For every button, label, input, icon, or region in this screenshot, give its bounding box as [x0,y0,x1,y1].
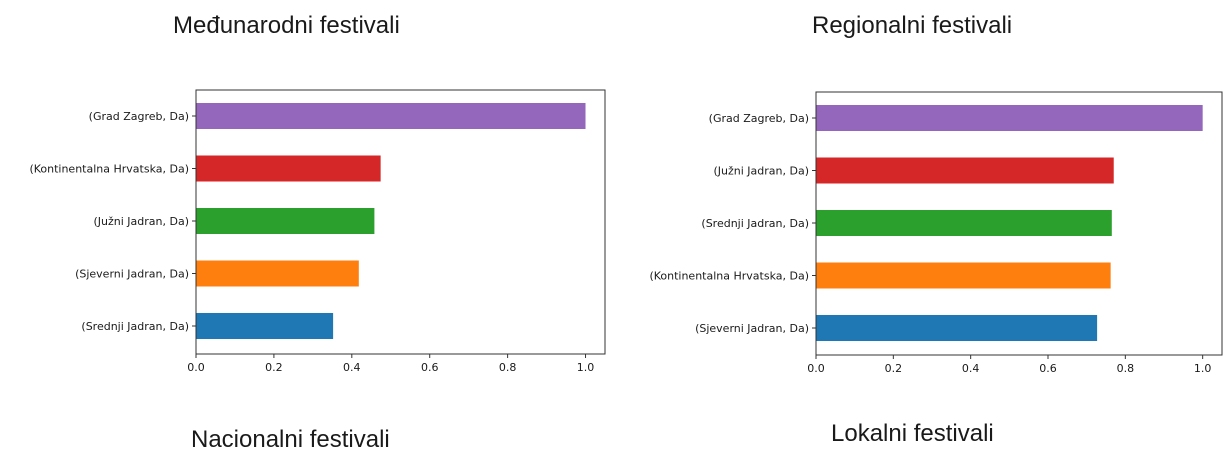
x-tick-label: 0.0 [807,362,825,375]
y-tick-label: (Grad Zagreb, Da) [709,112,809,125]
x-tick-label: 0.8 [499,361,517,374]
chart-title-regionalni: Regionalni festivali [812,12,1013,39]
bar-5 [196,313,334,339]
bar-2 [816,157,1114,184]
x-tick-label: 0.2 [885,362,903,375]
y-tick-label: (Kontinentalna Hrvatska, Da) [29,163,189,176]
y-tick-label: (Južni Jadran, Da) [93,215,189,228]
y-tick-label: (Sjeverni Jadran, Da) [75,268,189,281]
x-tick-label: 1.0 [1194,362,1212,375]
bar-1 [816,105,1203,131]
bar-3 [196,208,375,234]
x-tick-label: 0.8 [1117,362,1135,375]
x-tick-label: 0.4 [343,361,361,374]
x-tick-label: 0.2 [265,361,283,374]
y-tick-label: (Sjeverni Jadran, Da) [695,322,809,335]
y-tick-label: (Srednji Jadran, Da) [81,320,189,333]
x-tick-label: 0.6 [1039,362,1057,375]
plot-frame [195,89,606,355]
bar-4 [816,262,1111,289]
y-tick-label: (Južni Jadran, Da) [713,165,809,178]
chart-title-lokalni: Lokalni festivali [831,420,994,447]
plot-frame [815,91,1223,356]
x-tick-label: 0.6 [421,361,439,374]
bar-2 [196,155,381,182]
x-tick-label: 0.0 [187,361,205,374]
chart-title-medunarodni: Međunarodni festivali [173,12,400,39]
regionalni-bar-chart: (Grad Zagreb, Da) (Južni Jadran, Da) (Sred… [649,91,1223,375]
bar-4 [196,260,359,287]
medunarodni-bar-chart: (Grad Zagreb, Da) (Kontinentalna Hrvatska… [29,89,606,374]
x-tick-label: 0.4 [962,362,980,375]
bar-5 [816,315,1098,341]
bar-1 [196,103,586,129]
y-tick-label: (Srednji Jadran, Da) [701,217,809,230]
chart-title-nacionalni: Nacionalni festivali [191,426,390,453]
x-tick-label: 1.0 [577,361,595,374]
y-tick-label: (Grad Zagreb, Da) [89,110,189,123]
y-tick-label: (Kontinentalna Hrvatska, Da) [649,270,809,283]
bar-3 [816,210,1112,236]
